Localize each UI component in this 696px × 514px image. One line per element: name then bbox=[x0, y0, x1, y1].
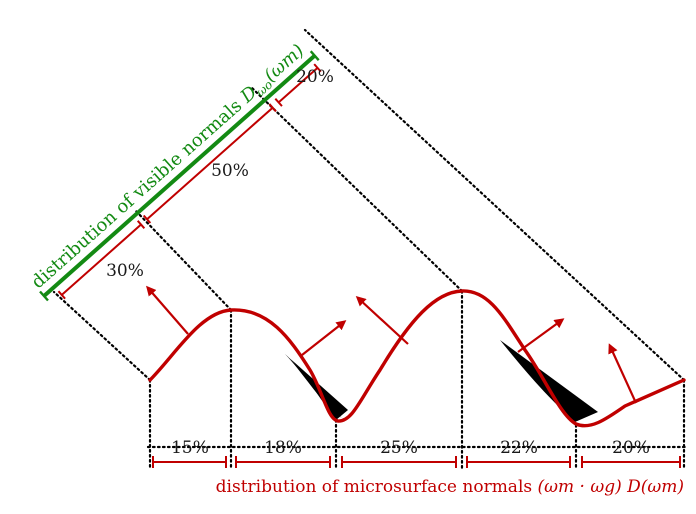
normal-arrow-3 bbox=[355, 295, 409, 345]
normal-arrows bbox=[146, 285, 638, 404]
proj-line-peak-2 bbox=[250, 86, 464, 293]
micro-segment-labels: 15% 18% 25% 22% 20% bbox=[171, 438, 650, 458]
micro-pct-3: 25% bbox=[380, 438, 418, 458]
micro-pct-4: 22% bbox=[500, 438, 538, 458]
micro-pct-5: 20% bbox=[612, 438, 650, 458]
visible-pct-3: 20% bbox=[296, 67, 334, 87]
proj-line-peak-1 bbox=[133, 208, 233, 312]
shadow-region-2 bbox=[500, 340, 598, 422]
normal-arrow-4 bbox=[517, 318, 565, 353]
normal-arrow-1 bbox=[146, 285, 189, 335]
visible-distribution-caption: distribution of visible normals Dωo(ωm) bbox=[27, 40, 309, 294]
micro-pct-1: 15% bbox=[171, 438, 209, 458]
micro-caption-prefix: distribution of microsurface normals bbox=[216, 477, 538, 497]
normal-arrow-5 bbox=[608, 343, 638, 404]
proj-line-start bbox=[52, 290, 152, 382]
micro-segment-brackets bbox=[152, 456, 681, 468]
proj-line-end bbox=[303, 28, 686, 382]
microsurface-curve bbox=[148, 289, 686, 428]
visible-axis-green bbox=[42, 54, 317, 298]
visible-pct-1: 30% bbox=[106, 261, 144, 281]
visible-segment-brackets bbox=[57, 63, 322, 300]
visible-segment-labels: 30% 50% 20% bbox=[106, 67, 334, 281]
normal-arrow-2 bbox=[301, 320, 347, 356]
micro-distribution-caption: distribution of microsurface normals (ωm… bbox=[216, 477, 684, 497]
tilted-projection-lines bbox=[52, 28, 686, 382]
visible-normals-axis: distribution of visible normals Dωo(ωm) bbox=[27, 40, 322, 302]
micro-caption-formula: (ωm · ωg) D(ωm) bbox=[538, 477, 684, 497]
micro-pct-2: 18% bbox=[264, 438, 302, 458]
vertical-projection-lines bbox=[148, 289, 686, 472]
visible-pct-2: 50% bbox=[211, 161, 249, 181]
